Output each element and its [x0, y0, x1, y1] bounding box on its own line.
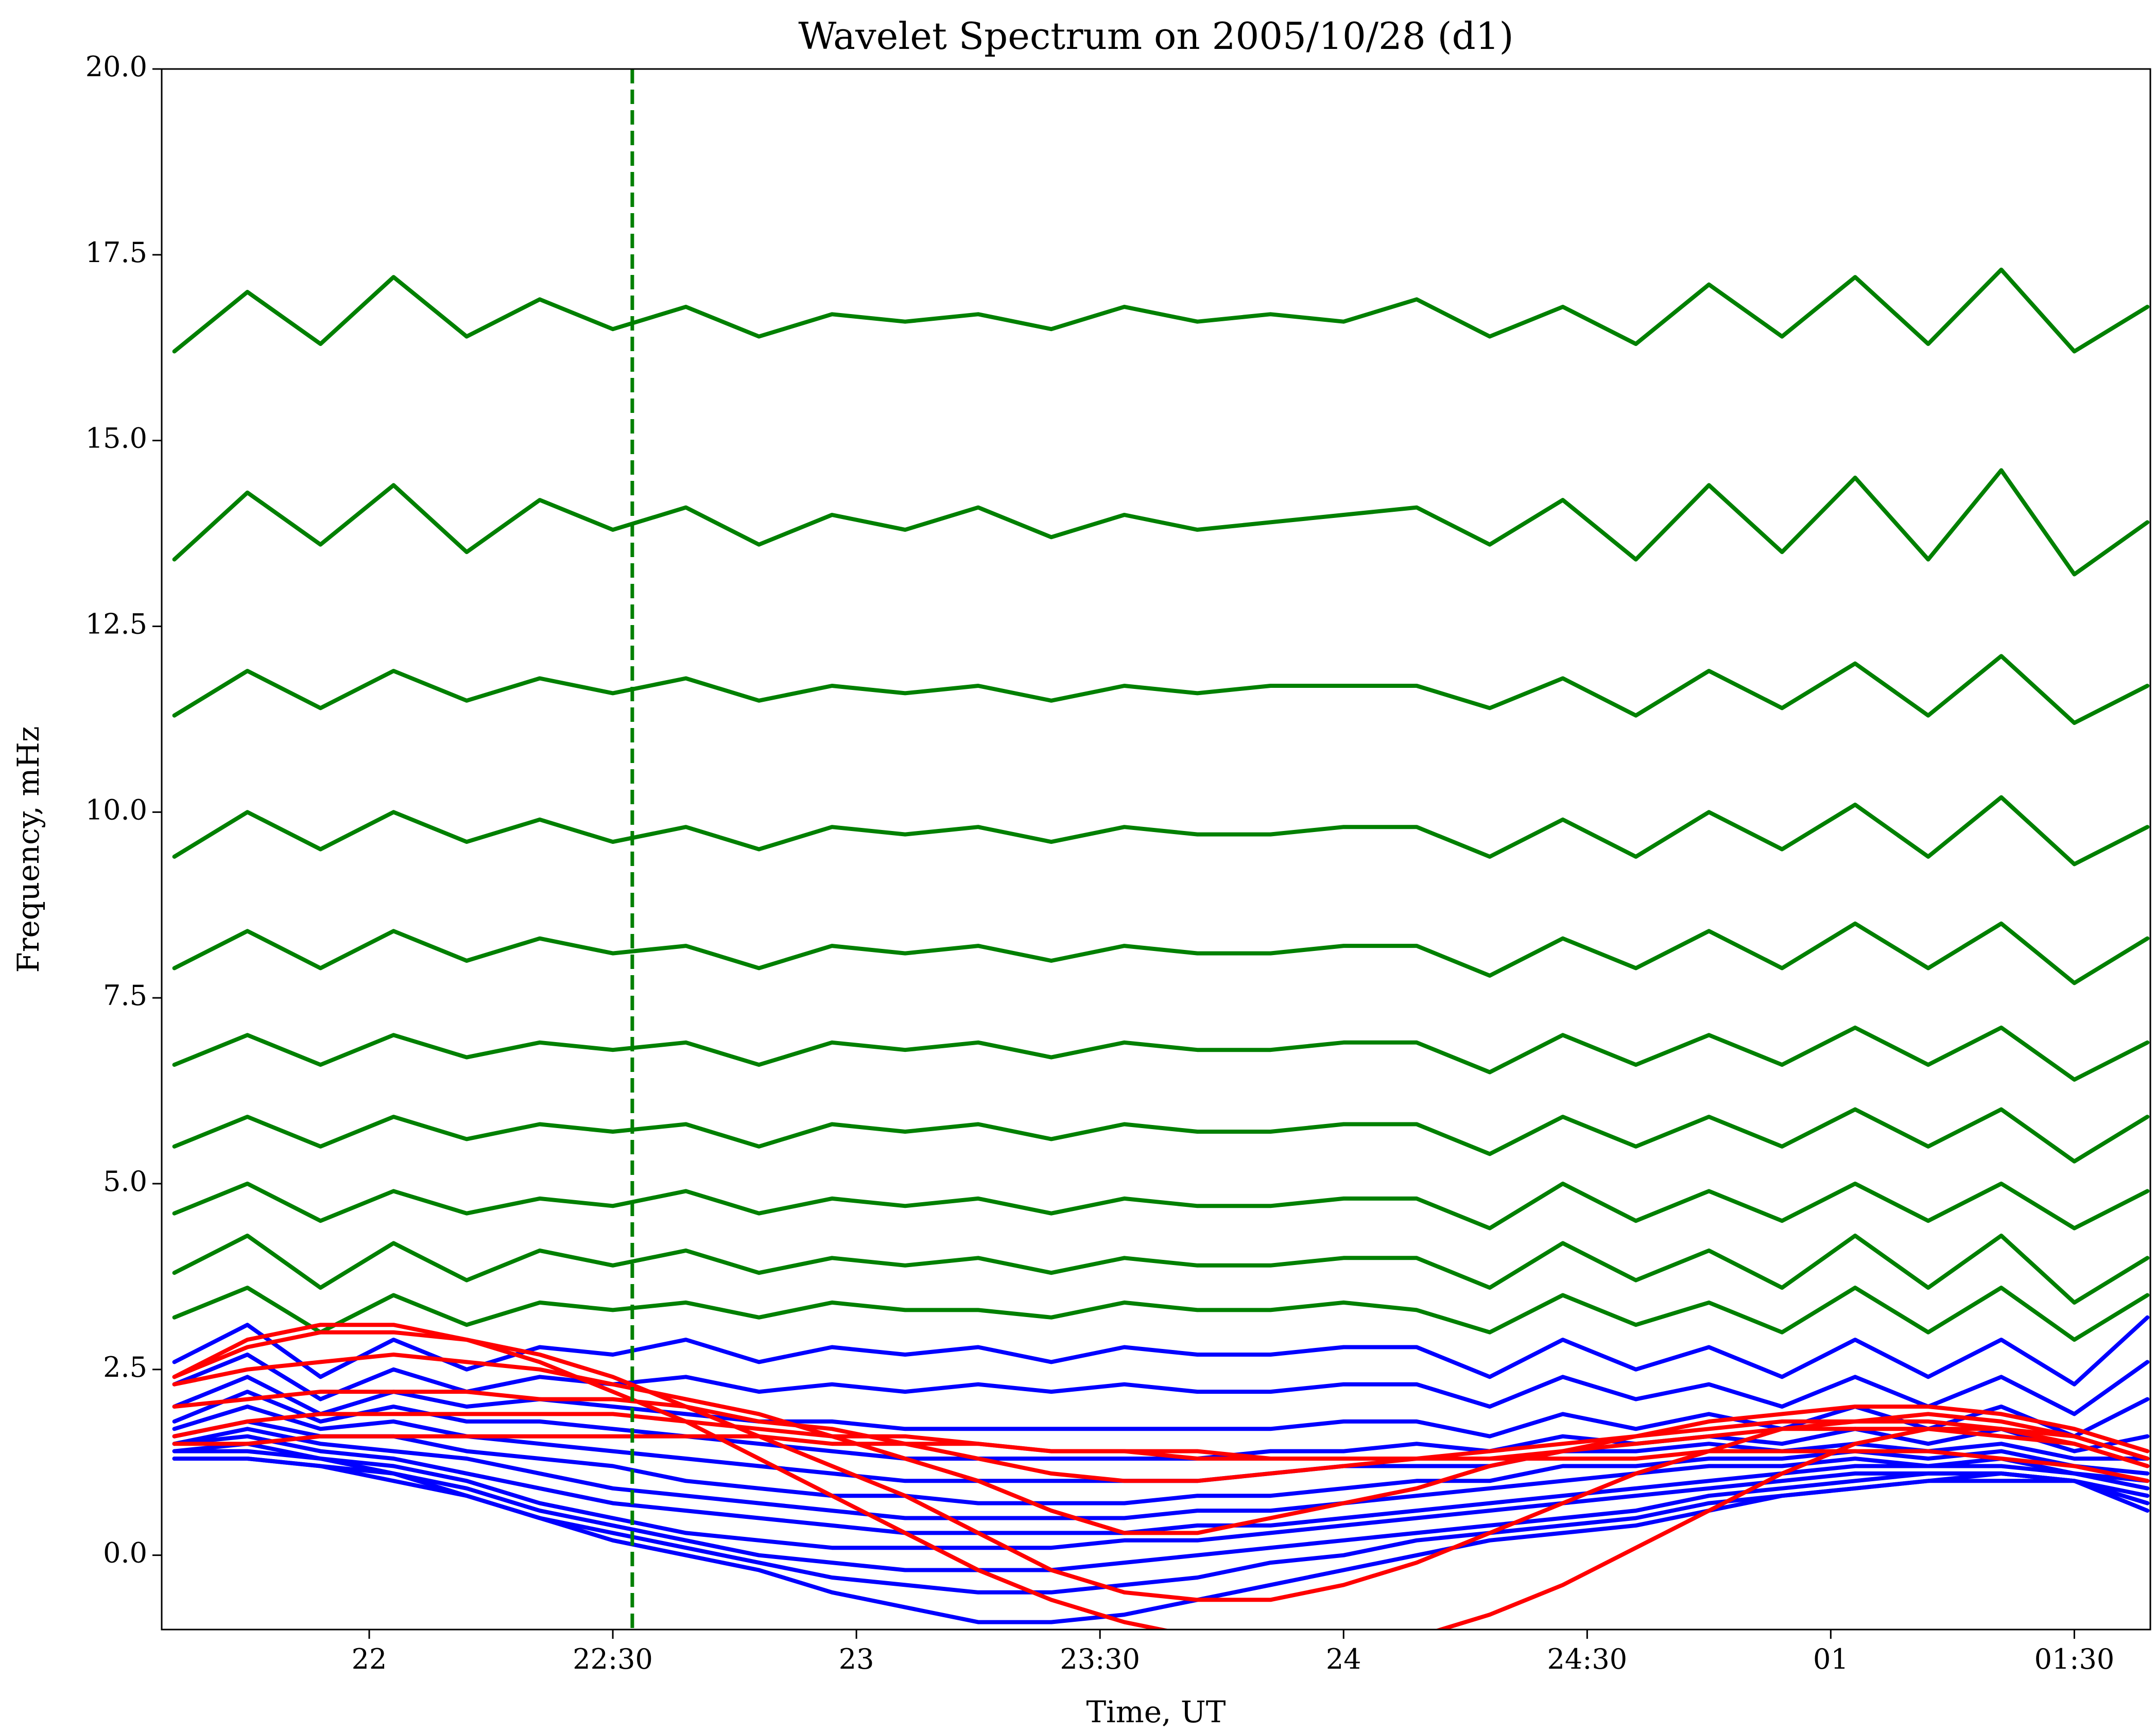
series-line	[172, 1353, 2150, 1416]
series-line	[172, 1107, 2150, 1164]
series-line	[172, 1427, 2150, 1520]
y-tick-label: 10.0	[85, 793, 147, 826]
y-tick-label: 17.5	[85, 236, 147, 269]
y-tick-label: 15.0	[85, 422, 147, 455]
x-tick-label: 24:30	[1547, 1643, 1627, 1675]
y-tick-label: 2.5	[103, 1351, 147, 1383]
chart-title: Wavelet Spectrum on 2005/10/28 (d1)	[798, 14, 1513, 58]
series-line	[172, 1286, 2150, 1342]
series-line	[172, 1412, 2150, 1468]
plot-frame	[161, 68, 2151, 1631]
series-line	[172, 1353, 2150, 1535]
series-line	[172, 654, 2150, 725]
series-line	[172, 1182, 2150, 1231]
x-tick-label: 22:30	[573, 1643, 653, 1675]
x-tick-label: 22	[352, 1643, 387, 1675]
x-tick-label: 24	[1326, 1643, 1361, 1675]
y-tick-label: 20.0	[85, 50, 147, 83]
series-line	[172, 1025, 2150, 1082]
plot-area	[172, 69, 2150, 1630]
series-line	[172, 795, 2150, 867]
series-line	[172, 1323, 2150, 1630]
x-tick-label: 23:30	[1060, 1643, 1140, 1675]
series-line	[172, 1330, 2150, 1602]
x-tick-label: 01:30	[2034, 1643, 2115, 1675]
series-line	[172, 921, 2150, 985]
series-line	[172, 1419, 2150, 1505]
series-line	[172, 1315, 2150, 1387]
x-axis-label: Time, UT	[1086, 1694, 1226, 1729]
series-line	[172, 1234, 2150, 1305]
series-line	[172, 1442, 2150, 1550]
series-line	[172, 1457, 2150, 1595]
series-line	[172, 1434, 2150, 1535]
series-line	[172, 1434, 2150, 1483]
series-line	[172, 1375, 2150, 1439]
x-tick-label: 01	[1813, 1643, 1849, 1675]
series-line	[172, 468, 2150, 577]
series-line	[172, 1457, 2150, 1624]
series-line	[172, 1390, 2150, 1461]
y-tick-label: 5.0	[103, 1165, 147, 1198]
series-line	[172, 267, 2150, 354]
x-tick-label: 23	[839, 1643, 874, 1675]
y-tick-label: 12.5	[85, 608, 147, 640]
series-line	[172, 1390, 2150, 1483]
y-tick-label: 0.0	[103, 1537, 147, 1569]
y-axis-label: Frequency, mHz	[11, 726, 46, 973]
series-line	[172, 1449, 2150, 1572]
y-tick-label: 7.5	[103, 979, 147, 1012]
